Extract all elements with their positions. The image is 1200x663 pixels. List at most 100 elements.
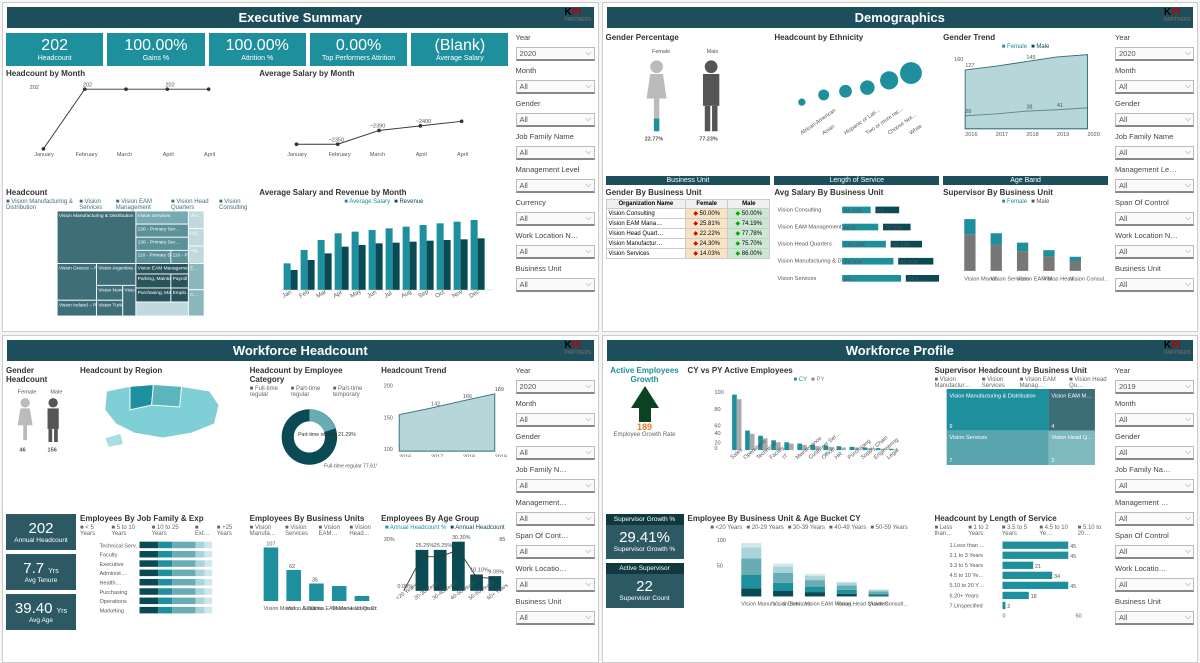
filter-dropdown[interactable]: All bbox=[516, 179, 595, 193]
filter-dropdown[interactable]: All bbox=[516, 512, 595, 526]
filter-label: Business Unit bbox=[1115, 264, 1194, 273]
filter-dropdown[interactable]: All bbox=[516, 146, 595, 160]
filter-dropdown[interactable]: 2020 bbox=[516, 380, 595, 394]
filter-dropdown[interactable]: All bbox=[1115, 545, 1194, 559]
svg-text:2019: 2019 bbox=[495, 454, 507, 457]
filter-dropdown[interactable]: All bbox=[516, 212, 595, 226]
filter-label: Month bbox=[1115, 399, 1194, 408]
filter-dropdown[interactable]: All bbox=[1115, 479, 1194, 493]
kpi-logo: KPIPARTNERS bbox=[564, 7, 591, 23]
filter-dropdown[interactable]: All bbox=[516, 479, 595, 493]
svg-text:Vision Consulting: Vision Consulting bbox=[778, 207, 822, 213]
svg-text:60: 60 bbox=[714, 424, 720, 430]
svg-text:4.5 to 10 Ye…: 4.5 to 10 Ye… bbox=[950, 573, 984, 579]
filter-dropdown[interactable]: All bbox=[516, 413, 595, 427]
svg-text:2: 2 bbox=[1008, 604, 1011, 610]
exec-filters: Year2020MonthAllGenderAllJob Family Name… bbox=[513, 33, 595, 328]
filter-label: Span Of Control bbox=[1115, 198, 1194, 207]
svg-text:22.77%: 22.77% bbox=[644, 136, 663, 142]
svg-text:25.25%: 25.25% bbox=[434, 543, 453, 549]
svg-text:62…: 62… bbox=[878, 208, 890, 214]
filter-dropdown[interactable]: All bbox=[1115, 113, 1194, 127]
filter-dropdown[interactable]: All bbox=[516, 245, 595, 259]
svg-text:Aug: Aug bbox=[401, 290, 413, 301]
filter-dropdown[interactable]: All bbox=[1115, 179, 1194, 193]
active-sup-tile: Active Supervisor 22 Supervisor Count bbox=[606, 563, 684, 608]
filter-dropdown[interactable]: All bbox=[1115, 278, 1194, 292]
genderhc-title: Gender Headcount bbox=[6, 366, 76, 384]
genderhc-chart: FemaleMale 46 156 bbox=[6, 386, 76, 456]
filter-dropdown[interactable]: All bbox=[1115, 80, 1194, 94]
kpi-tile[interactable]: 202Headcount bbox=[6, 33, 103, 66]
svg-text:Administ…: Administ… bbox=[99, 571, 126, 577]
filter-dropdown[interactable]: All bbox=[516, 278, 595, 292]
suphc-treemap[interactable]: Vision Manufacturing & Distribution9Visi… bbox=[934, 389, 1108, 465]
empcat-donut: Part-time regular 21.29% Full-time regul… bbox=[250, 398, 377, 476]
treemap-title: Headcount bbox=[6, 188, 255, 197]
svg-text:Purchasing: Purchasing bbox=[99, 590, 127, 596]
svg-text:Vision Manufacturing & Distrib: Vision Manufacturing & Distribution bbox=[59, 213, 134, 219]
filter-dropdown[interactable]: All bbox=[1115, 212, 1194, 226]
svg-text:April: April bbox=[457, 152, 468, 158]
svg-text:80: 80 bbox=[714, 407, 720, 413]
bu-legend: Vision Manufa…Vision ServicesVision EAM…… bbox=[250, 525, 377, 537]
svg-text:HR: HR bbox=[833, 451, 843, 461]
svg-text:50: 50 bbox=[716, 563, 722, 569]
empcat-legend: Full-time regularPart-time regularPart-t… bbox=[250, 386, 377, 398]
filter-dropdown[interactable]: All bbox=[1115, 245, 1194, 259]
filter-label: Gender bbox=[516, 99, 595, 108]
hc-filters: Year2020MonthAllGenderAllJob Family N…Al… bbox=[513, 366, 595, 659]
gbu-table[interactable]: Organization NameFemaleMaleVision Consul… bbox=[606, 199, 771, 259]
svg-text:Hispanic or Lati…: Hispanic or Lati… bbox=[844, 107, 883, 137]
hc-title: Workforce Headcount bbox=[7, 340, 594, 361]
filter-dropdown[interactable]: All bbox=[1115, 578, 1194, 592]
filter-dropdown[interactable]: All bbox=[516, 446, 595, 460]
filter-dropdown[interactable]: All bbox=[1115, 512, 1194, 526]
filter-dropdown[interactable]: All bbox=[1115, 146, 1194, 160]
filter-dropdown[interactable]: All bbox=[516, 545, 595, 559]
sup-growth-tile: Supervisor Growth % 29.41% Supervisor Gr… bbox=[606, 514, 684, 559]
filter-label: Job Family N… bbox=[516, 465, 595, 474]
filter-dropdown[interactable]: All bbox=[1115, 446, 1194, 460]
filter-label: Job Family Na… bbox=[1115, 465, 1194, 474]
svg-text:Dec: Dec bbox=[469, 290, 481, 301]
svg-text:Sales: Sales bbox=[729, 447, 744, 461]
filter-label: Business Unit bbox=[516, 597, 595, 606]
kpi-tile[interactable]: (Blank)Average Salary bbox=[411, 33, 508, 66]
filter-dropdown[interactable]: All bbox=[1115, 611, 1194, 625]
svg-text:9: 9 bbox=[950, 424, 953, 430]
svg-text:February: February bbox=[76, 152, 98, 158]
svg-text:Oct: Oct bbox=[435, 290, 446, 300]
wp-filters: Year2019MonthAllGenderAllJob Family Na…A… bbox=[1112, 366, 1194, 659]
workforce-headcount-panel: Workforce Headcount KPIPARTNERS Gender H… bbox=[2, 335, 599, 663]
filter-dropdown[interactable]: 2020 bbox=[516, 47, 595, 61]
treemap-chart[interactable]: Vision Manufacturing & DistributionVisio… bbox=[6, 211, 255, 316]
filter-dropdown[interactable]: 2019 bbox=[1115, 380, 1194, 394]
svg-text:7.Unspecified: 7.Unspecified bbox=[950, 603, 983, 609]
filter-label: Job Family Name bbox=[1115, 132, 1194, 141]
svg-text:93.59K: 93.59K bbox=[893, 243, 911, 249]
filter-label: Currency bbox=[516, 198, 595, 207]
svg-text:50: 50 bbox=[1076, 613, 1082, 619]
demo-filters: Year2020MonthAllGenderAllJob Family Name… bbox=[1112, 33, 1194, 328]
svg-text:160: 160 bbox=[954, 57, 963, 63]
gbu-title: Gender By Business Unit bbox=[606, 188, 771, 197]
filter-dropdown[interactable]: 2020 bbox=[1115, 47, 1194, 61]
jobfam-title: Employees By Job Family & Exp bbox=[80, 514, 246, 523]
svg-text:100: 100 bbox=[384, 447, 393, 453]
filter-dropdown[interactable]: All bbox=[516, 578, 595, 592]
filter-dropdown[interactable]: All bbox=[516, 611, 595, 625]
kpi-tile[interactable]: 100.00%Gains % bbox=[107, 33, 204, 66]
svg-text:Male: Male bbox=[50, 389, 62, 395]
kpi-tile[interactable]: 100.00%Attrition % bbox=[209, 33, 306, 66]
region-map[interactable] bbox=[80, 377, 246, 452]
filter-dropdown[interactable]: All bbox=[1115, 413, 1194, 427]
gender-pct-chart: FemaleMale 22.77% 77.23% bbox=[606, 44, 771, 144]
filter-label: Span Of Control bbox=[1115, 531, 1194, 540]
svg-text:9.09%: 9.09% bbox=[488, 569, 504, 575]
filter-dropdown[interactable]: All bbox=[516, 80, 595, 94]
svg-text:April: April bbox=[163, 152, 174, 158]
svg-text:Jan: Jan bbox=[282, 290, 293, 300]
kpi-tile[interactable]: 0.00%Top Performers Attrition bbox=[310, 33, 407, 66]
filter-dropdown[interactable]: All bbox=[516, 113, 595, 127]
